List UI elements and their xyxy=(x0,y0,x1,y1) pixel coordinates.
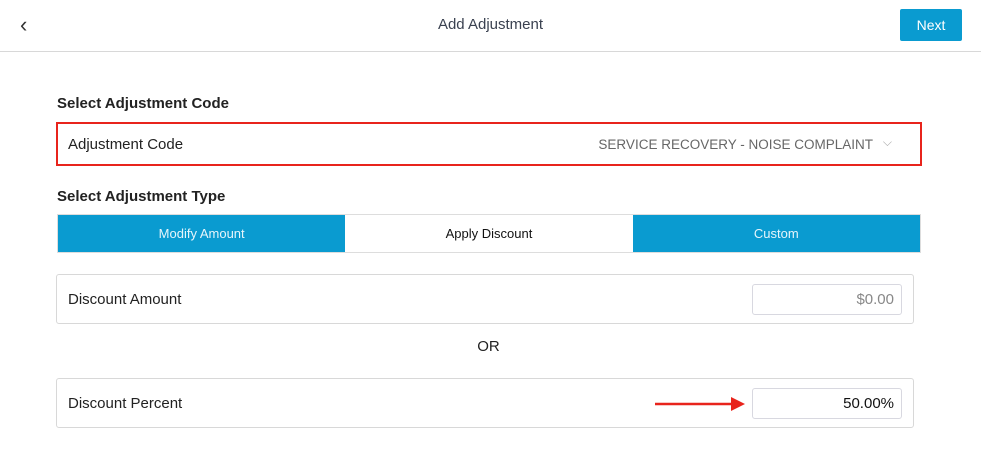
next-button[interactable]: Next xyxy=(900,9,962,41)
or-divider: OR xyxy=(477,338,500,355)
tab-modify-amount[interactable]: Modify Amount xyxy=(58,215,346,252)
discount-percent-label: Discount Percent xyxy=(68,395,183,412)
discount-amount-row: Discount Amount xyxy=(56,274,914,324)
adjustment-code-label: Adjustment Code xyxy=(68,136,184,153)
adjustment-code-value: SERVICE RECOVERY - NOISE COMPLAINT xyxy=(598,137,873,152)
discount-percent-input[interactable] xyxy=(752,388,902,419)
discount-percent-row: Discount Percent xyxy=(56,378,914,428)
chevron-left-icon[interactable]: ‹ xyxy=(20,12,28,37)
header-bar: ‹ Add Adjustment Next xyxy=(0,0,981,52)
discount-amount-input[interactable] xyxy=(752,284,902,315)
chevron-down-icon: ⌵ xyxy=(882,135,892,149)
adjustment-type-segmented: Modify Amount Apply Discount Custom xyxy=(57,214,921,253)
page-title: Add Adjustment xyxy=(437,16,544,33)
adjustment-code-heading: Select Adjustment Code xyxy=(57,95,229,112)
tab-apply-discount[interactable]: Apply Discount xyxy=(345,215,633,252)
red-arrow-annotation-icon xyxy=(655,397,745,411)
adjustment-code-select[interactable]: Adjustment Code SERVICE RECOVERY - NOISE… xyxy=(56,122,922,166)
adjustment-type-heading: Select Adjustment Type xyxy=(57,188,226,205)
discount-amount-label: Discount Amount xyxy=(68,291,182,308)
tab-custom[interactable]: Custom xyxy=(632,215,920,252)
